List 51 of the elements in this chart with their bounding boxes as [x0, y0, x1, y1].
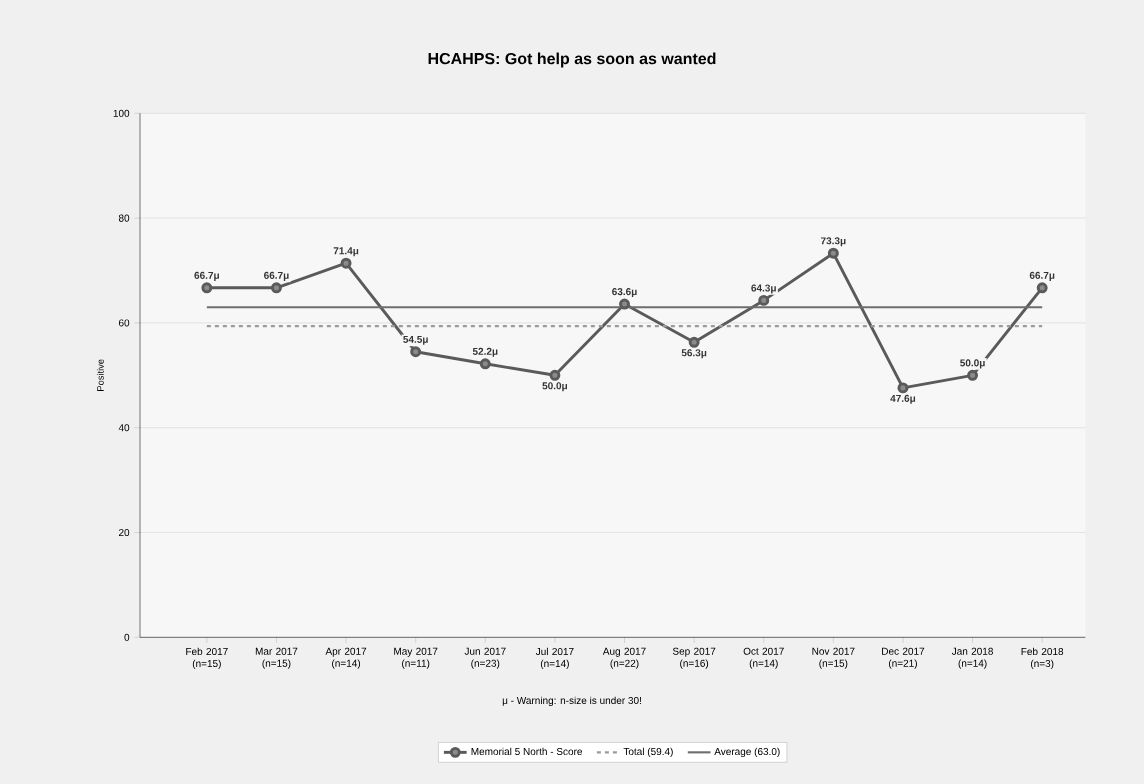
- point: [340, 257, 352, 269]
- point: [758, 294, 770, 306]
- data-label: 64.3μ: [751, 284, 776, 294]
- x-tick-label: Jun 2017 (n=23): [464, 647, 506, 669]
- data-label: 54.5μ: [403, 335, 428, 345]
- data-label: 56.3μ: [681, 349, 707, 359]
- point: [688, 336, 700, 348]
- point: [270, 282, 282, 294]
- point: [479, 358, 491, 370]
- legend-label: Total (59.4): [623, 747, 673, 758]
- data-label: 66.7μ: [264, 271, 289, 281]
- y-tick-label: 100: [113, 109, 130, 117]
- x-tick-label: Dec 2017 (n=21): [882, 647, 925, 669]
- x-tick-label: Apr 2017 (n=14): [325, 647, 367, 669]
- x-tick-label: Oct 2017 (n=14): [743, 647, 784, 669]
- x-tick-label: Feb 2018 (n=3): [1021, 647, 1064, 670]
- point: [410, 346, 422, 358]
- point: [897, 382, 909, 394]
- data-label: 52.2μ: [472, 347, 498, 357]
- x-tick-label: Mar 2017 (n=15): [255, 647, 298, 669]
- y-tick-label: 80: [118, 214, 130, 222]
- point: [549, 369, 561, 381]
- legend-label: Memorial 5 North - Score: [471, 747, 583, 756]
- y-tick-label: 0: [124, 633, 130, 641]
- y-tick-label: 40: [118, 424, 130, 432]
- data-label: 66.7μ: [194, 271, 219, 281]
- x-tick-label: Nov 2017 (n=15): [812, 647, 855, 669]
- x-tick-label: Sep 2017 (n=16): [672, 647, 716, 669]
- x-tick-label: Feb 2017 (n=15): [186, 647, 228, 670]
- x-tick-label: May 2017 (n=11): [394, 647, 438, 669]
- x-tick-label: Aug 2017 (n=22): [602, 647, 646, 669]
- data-label: 71.4μ: [333, 247, 359, 257]
- x-tick-label: Jul 2017 (n=14): [535, 647, 574, 670]
- data-label: 47.6μ: [890, 394, 916, 404]
- data-label: 63.6μ: [612, 288, 637, 298]
- y-tick-label: 20: [118, 528, 130, 537]
- point: [967, 369, 979, 381]
- data-label: 50.0μ: [542, 382, 568, 392]
- x-tick-label: Jan 2018 (n=14): [951, 647, 993, 669]
- data-label: 66.7μ: [1029, 271, 1055, 281]
- data-label: 73.3μ: [820, 237, 846, 247]
- y-tick-label: 60: [118, 319, 130, 327]
- point: [619, 298, 630, 310]
- point: [1036, 282, 1048, 294]
- text: μ - Warning: n-size is under 30!: [502, 696, 641, 706]
- point: [827, 247, 839, 259]
- legend-label: Average (63.0): [714, 747, 780, 758]
- data-label: 50.0μ: [960, 359, 985, 369]
- point: [201, 282, 213, 294]
- y-axis-title: Positive: [96, 359, 104, 391]
- chart-title: HCAHPS: Got help as soon as wanted: [428, 52, 716, 68]
